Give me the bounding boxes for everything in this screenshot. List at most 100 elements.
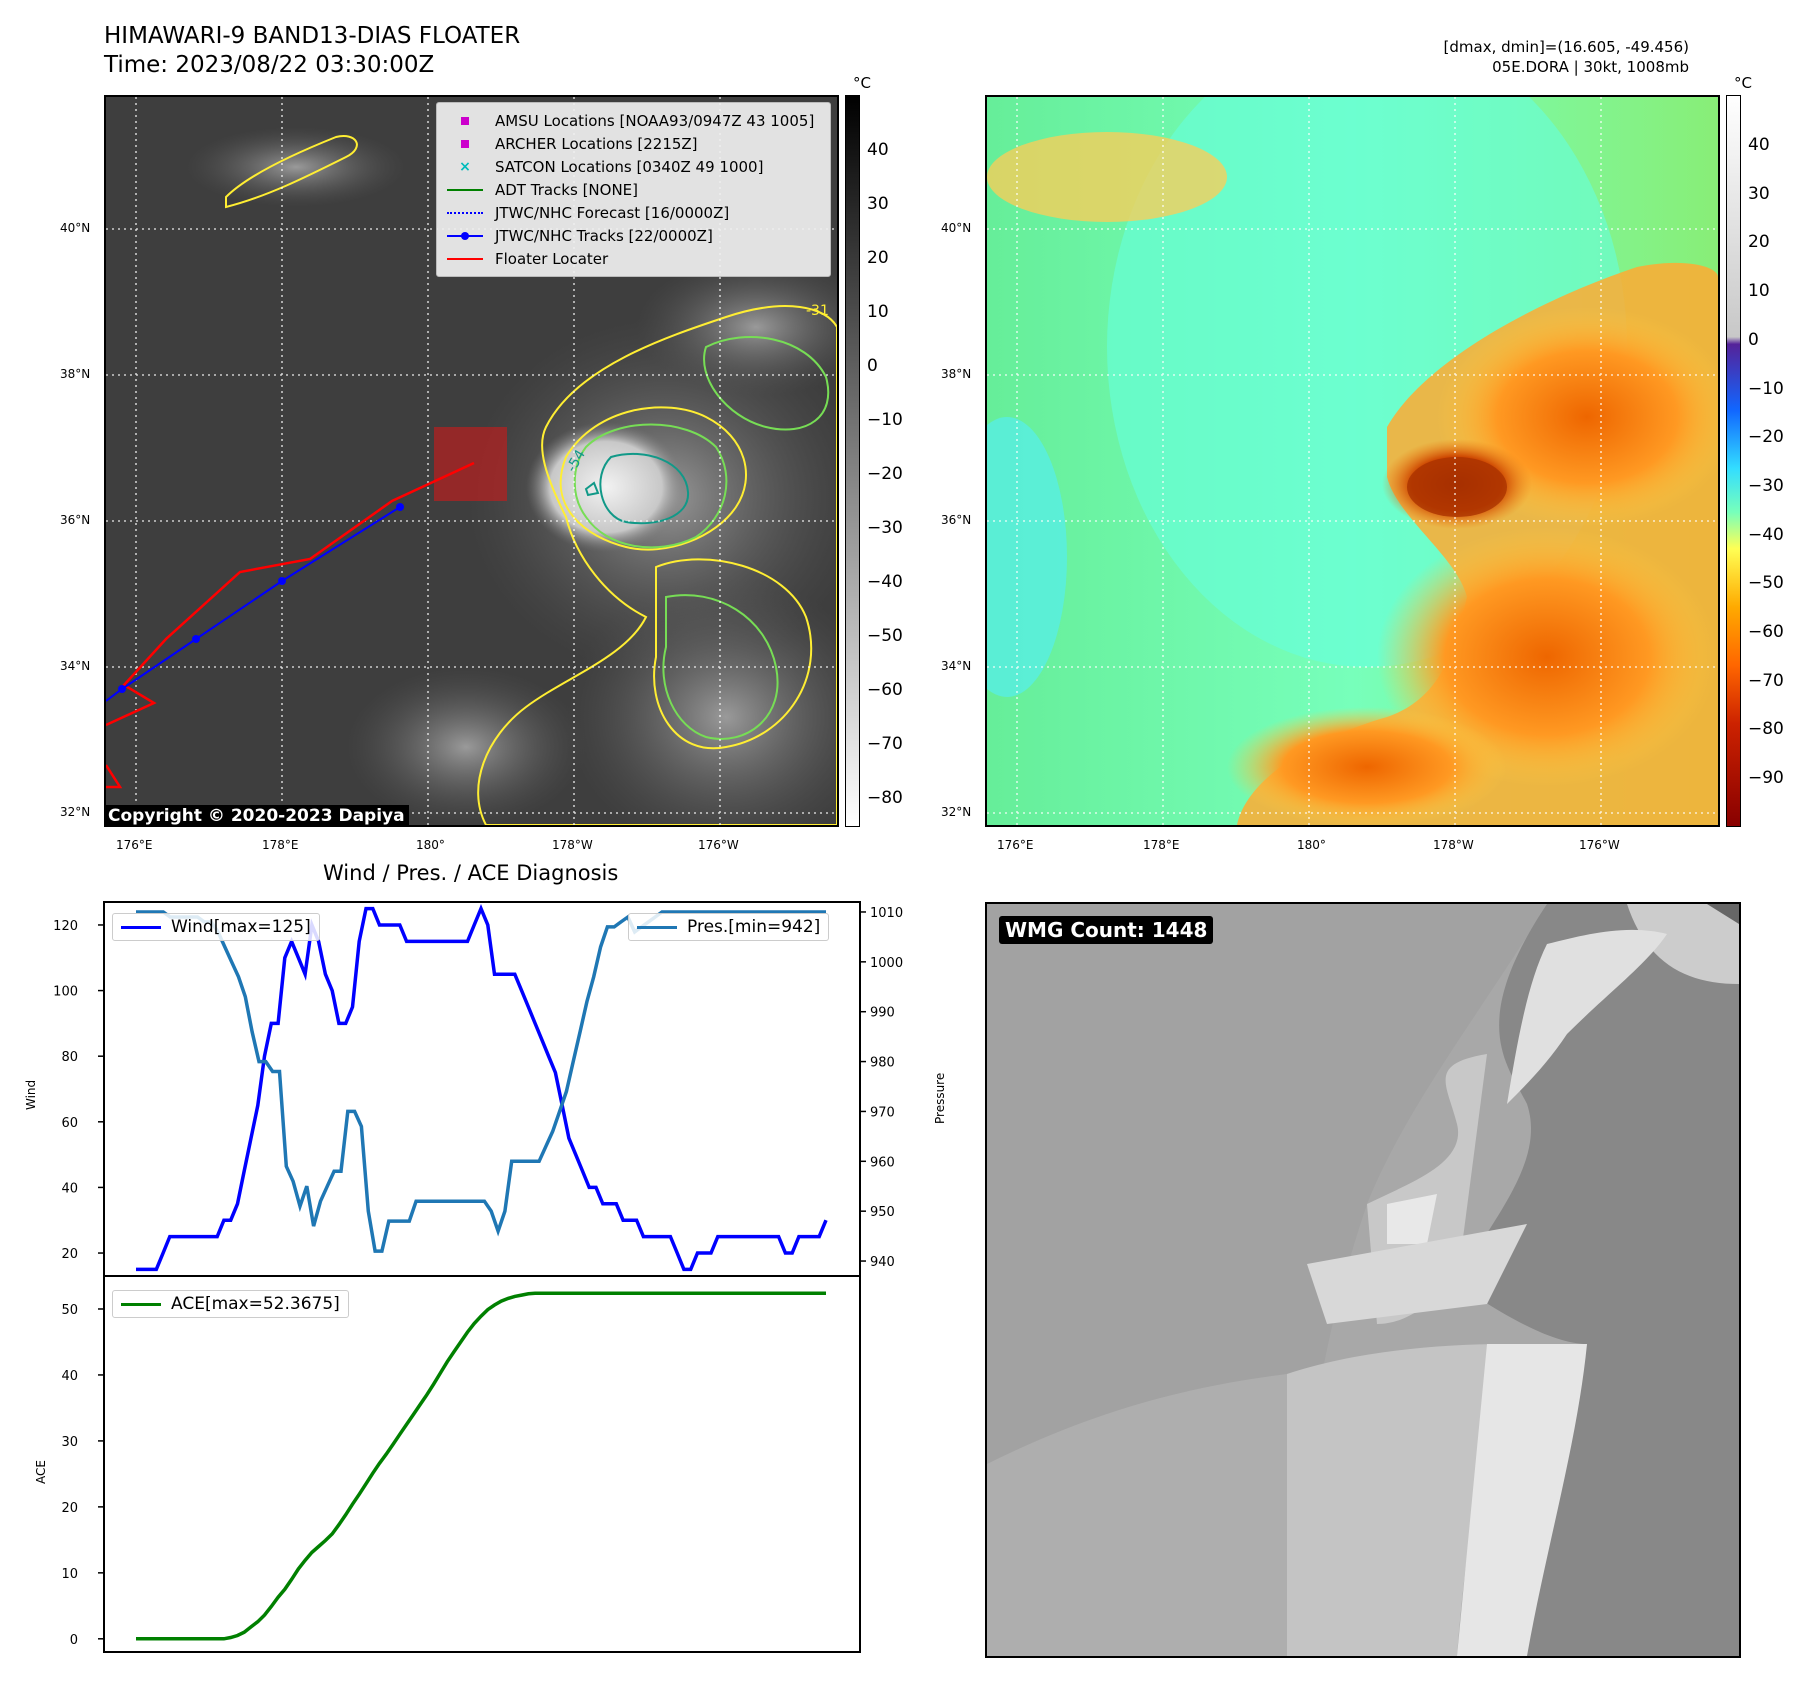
square-marker-icon [445, 116, 485, 125]
pressure-tick-label: 1010 [870, 906, 903, 921]
red-line-icon [445, 257, 485, 260]
gray-colorbar-tick: −50 [867, 626, 903, 646]
lon-label: 180° [1297, 838, 1326, 852]
x-marker-icon: × [459, 158, 471, 175]
dotted-line-icon [445, 211, 485, 214]
wind-axis-label: Wind [24, 1079, 38, 1110]
pressure-legend: Pres.[min=942] [628, 913, 830, 941]
ace-series-line [136, 1291, 826, 1641]
color-colorbar-tick: 40 [1748, 135, 1770, 155]
track-point [192, 635, 200, 643]
gray-colorbar-tick: −30 [867, 518, 903, 538]
gray-colorbar-tick: 0 [867, 356, 878, 376]
wind-tick-label: 100 [53, 985, 78, 1000]
lon-label: 180° [416, 838, 445, 852]
lon-label: 178°E [262, 838, 299, 852]
ace-axes [103, 1275, 861, 1653]
wind-tick-label: 40 [61, 1181, 78, 1196]
gray-colorbar-tick: −70 [867, 734, 903, 754]
pressure-tick-label: 990 [870, 1006, 895, 1021]
pressure-tick-label: 970 [870, 1105, 895, 1120]
gray-colorbar-tick: −40 [867, 572, 903, 592]
floater-locater-line [106, 461, 475, 727]
dmax-dmin-info: [dmax, dmin]=(16.605, -49.456) [1443, 38, 1689, 56]
gray-colorbar-tick: 40 [867, 140, 889, 160]
wind-tick-label: 120 [53, 919, 78, 934]
chart-time: Time: 2023/08/22 03:30:00Z [104, 52, 435, 78]
pressure-tick-label: 950 [870, 1205, 895, 1220]
ace-tick-label: 10 [61, 1567, 78, 1582]
gray-colorbar-tick: 30 [867, 194, 889, 214]
lon-label: 176°W [1579, 838, 1620, 852]
lat-label: 38°N [60, 367, 91, 381]
wind-legend-swatch [121, 925, 161, 929]
lon-label: 178°W [1433, 838, 1474, 852]
lon-label: 176°E [116, 838, 153, 852]
gray-colorbar-tick: −80 [867, 788, 903, 808]
ace-legend: ACE[max=52.3675] [112, 1290, 349, 1318]
ace-tick-label: 40 [61, 1369, 78, 1384]
lon-label: 176°W [698, 838, 739, 852]
lat-label: 38°N [941, 367, 972, 381]
track-point [118, 685, 126, 693]
track-point [396, 503, 404, 511]
line-dot-icon [445, 231, 485, 240]
wind-tick-label: 60 [61, 1116, 78, 1131]
ir-gray-map: -31 -54 AMSU Locations [NOAA93/0947Z 43 … [104, 95, 839, 827]
storm-info: 05E.DORA | 30kt, 1008mb [1492, 58, 1689, 76]
color-colorbar-tick: 10 [1748, 281, 1770, 302]
color-colorbar-tick: −50 [1748, 573, 1784, 594]
wind-pressure-axes [103, 901, 861, 1277]
gray-colorbar-tick: −60 [867, 680, 903, 700]
pressure-tick-label: 960 [870, 1155, 895, 1170]
track-point [278, 577, 286, 585]
map-legend: AMSU Locations [NOAA93/0947Z 43 1005] AR… [436, 102, 831, 277]
color-colorbar-tick: −20 [1748, 427, 1784, 448]
gray-colorbar-tick: 20 [867, 248, 889, 268]
pressure-legend-swatch [637, 925, 677, 929]
lon-label: 178°E [1143, 838, 1180, 852]
color-colorbar [1726, 95, 1741, 827]
ace-legend-swatch [121, 1302, 161, 1306]
lat-label: 40°N [941, 221, 972, 235]
wind-legend: Wind[max=125] [112, 913, 320, 941]
contour-label: -31 [806, 303, 829, 319]
pressure-tick-label: 940 [870, 1255, 895, 1270]
copyright-label: Copyright © 2020-2023 Dapiya [106, 805, 409, 825]
ace-axis-label: ACE [34, 1460, 48, 1484]
lat-label: 36°N [60, 513, 91, 527]
wmg-panel: WMG Count: 1448 [985, 902, 1741, 1658]
solid-line-icon [445, 188, 485, 191]
diag-title: Wind / Pres. / ACE Diagnosis [323, 861, 619, 885]
wmg-count-label: WMG Count: 1448 [999, 916, 1214, 944]
chart-title: HIMAWARI-9 BAND13-DIAS FLOATER [104, 23, 521, 49]
color-colorbar-tick: −90 [1748, 768, 1784, 789]
color-colorbar-tick: −10 [1748, 378, 1784, 399]
ace-tick-label: 30 [61, 1435, 78, 1450]
lat-label: 34°N [60, 659, 91, 673]
pressure-tick-label: 980 [870, 1056, 895, 1071]
color-colorbar-tick: −30 [1748, 475, 1784, 496]
pressure-axis-label: Pressure [933, 1072, 947, 1124]
colorbar-unit: °C [853, 74, 871, 92]
wind-tick-label: 80 [61, 1050, 78, 1065]
gray-colorbar-tick: −20 [867, 464, 903, 484]
color-colorbar-tick: −40 [1748, 524, 1784, 545]
pressure-tick-label: 1000 [870, 956, 903, 971]
wind-series-line [136, 904, 828, 1272]
ace-tick-label: 50 [61, 1303, 78, 1318]
lat-label: 36°N [941, 513, 972, 527]
lon-label: 176°E [997, 838, 1034, 852]
color-colorbar-tick: 20 [1748, 232, 1770, 253]
gray-colorbar-tick: 10 [867, 302, 889, 322]
lat-label: 32°N [941, 805, 972, 819]
color-colorbar-tick: −60 [1748, 622, 1784, 642]
colorbar-unit: °C [1734, 74, 1752, 92]
color-colorbar-tick: −70 [1748, 670, 1784, 691]
lat-label: 40°N [60, 221, 91, 235]
color-colorbar-tick: −80 [1748, 719, 1784, 740]
ir-color-map [985, 95, 1720, 827]
color-colorbar-tick: 30 [1748, 183, 1770, 204]
gray-colorbar-tick: −10 [867, 410, 903, 430]
